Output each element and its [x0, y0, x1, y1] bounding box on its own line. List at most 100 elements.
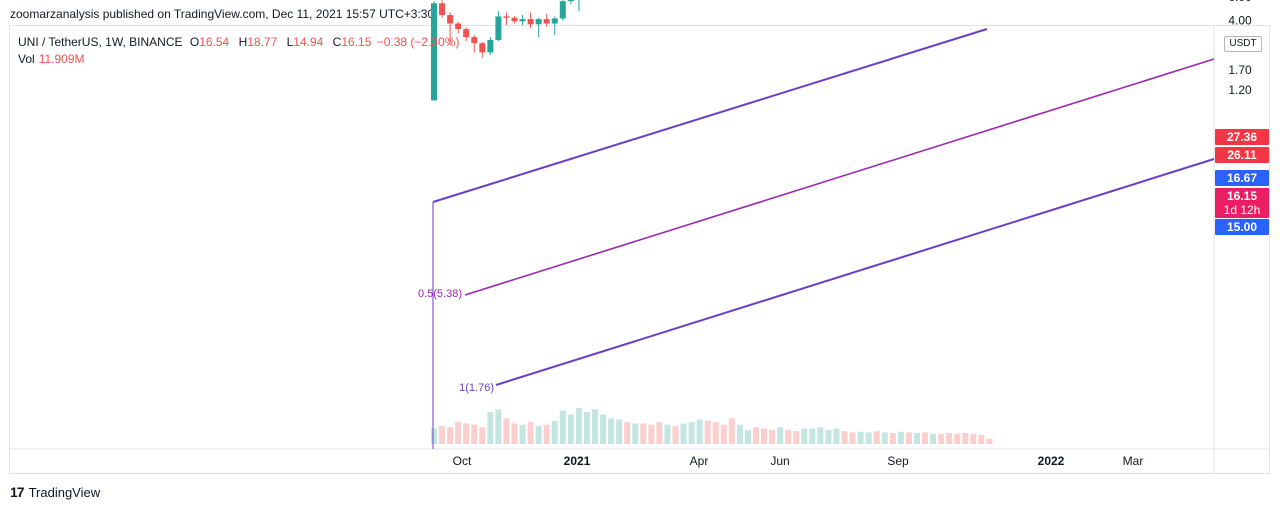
price-badge: [1215, 188, 1269, 218]
price-tick-label: 4.00: [1228, 14, 1252, 28]
channel-lower-line: [495, 158, 1215, 386]
candle-body: [471, 37, 478, 44]
volume-bar: [978, 435, 985, 444]
volume-bar: [914, 433, 920, 444]
volume-bar: [567, 414, 574, 444]
volume-bar: [479, 427, 486, 444]
candle-body: [551, 18, 558, 24]
channel-median-line: [464, 58, 1215, 296]
time-tick-label: 2021: [564, 454, 591, 468]
volume-bar: [712, 422, 719, 444]
volume-bar: [865, 432, 872, 444]
candle-body: [455, 23, 462, 30]
volume-bar: [704, 420, 711, 444]
price-badge-label: 26.11: [1227, 148, 1257, 162]
volume-bar: [664, 424, 671, 444]
volume-bar: [527, 422, 534, 444]
tradingview-logo-icon: 17: [10, 484, 25, 500]
legend-low-label: L: [286, 35, 294, 49]
publisher-line: zoomarzanalysis published on TradingView…: [10, 7, 435, 21]
legend-high: 18.77: [247, 35, 278, 49]
volume-bar: [905, 432, 912, 444]
volume-bar: [616, 419, 623, 444]
candle-body: [503, 16, 510, 18]
volume-bar: [511, 423, 518, 444]
volume-bar: [777, 427, 784, 444]
volume-bar: [986, 438, 993, 444]
volume-bar: [656, 422, 663, 444]
price-axis: 110.0070.0045.009.006.004.002.501.701.20: [10, 0, 1269, 474]
candle-body: [487, 40, 494, 53]
volume-bar: [535, 426, 542, 444]
volume-bar: [471, 424, 478, 444]
candle-body: [519, 19, 526, 22]
volume-bar: [930, 433, 937, 444]
volume-bar: [592, 409, 598, 444]
legend-close-label: C: [332, 35, 342, 49]
volume-bar: [841, 431, 848, 444]
volume-bar: [873, 431, 880, 444]
volume-bar: [744, 429, 751, 444]
volume-bar: [696, 419, 703, 444]
time-tick-label: Mar: [1123, 454, 1144, 468]
price-badge: [1215, 219, 1269, 235]
volume-bar: [455, 422, 462, 444]
candle-body: [439, 3, 446, 16]
volume-bar: [849, 432, 856, 444]
volume-bar: [431, 428, 437, 444]
price-badge: [1215, 170, 1269, 186]
candle-body: [431, 3, 437, 101]
candle-body: [511, 17, 518, 22]
volume-bar: [672, 426, 679, 444]
currency-label[interactable]: USDT: [1224, 36, 1262, 52]
price-tick-label: 1.70: [1228, 63, 1252, 77]
legend-vol: 11.909M: [38, 52, 85, 66]
price-tick-label: 1.20: [1228, 83, 1252, 97]
volume-bar: [648, 424, 655, 444]
volume-bar: [720, 424, 727, 444]
volume-bar: [922, 432, 929, 444]
volume-bar: [728, 418, 735, 444]
time-tick-label: Apr: [690, 454, 709, 468]
legend: UNI / TetherUS, 1W, BINANCE O16.54 H18.7…: [18, 34, 461, 68]
volume-bar: [970, 433, 977, 444]
price-badge-label: 15.00: [1227, 220, 1257, 234]
chart-frame: [9, 25, 1270, 474]
tradingview-brand[interactable]: 17 TradingView: [10, 484, 100, 500]
candles: [431, 0, 580, 101]
volume-bar: [640, 423, 647, 444]
volume-bar: [785, 429, 792, 444]
volume-bar: [543, 424, 550, 444]
volume-bar: [583, 411, 590, 444]
volume-bar: [575, 408, 582, 444]
candle-body: [527, 19, 534, 25]
volume-bar: [857, 431, 864, 444]
legend-change: −0.38 (−2.30%): [376, 35, 460, 49]
volume-bar: [503, 418, 510, 444]
legend-vol-label: Vol: [18, 52, 35, 66]
fib-level-label: 0.5(5.38): [418, 288, 462, 300]
volume-bar: [817, 427, 824, 444]
time-axis: Oct 2021 Apr Jun Sep 2022 Mar: [453, 454, 1144, 468]
volume-bar: [833, 428, 840, 444]
legend-open-label: O: [189, 35, 200, 49]
volume-bar: [889, 433, 896, 444]
candle-body: [479, 43, 486, 53]
volume-bar: [897, 431, 904, 444]
volume-bar: [793, 431, 800, 444]
volume-bar: [680, 423, 687, 444]
volume-bar: [962, 433, 969, 444]
legend-close: 16.15: [341, 35, 372, 49]
candle-body: [463, 29, 470, 38]
candle-body: [447, 15, 454, 24]
candle-body: [495, 16, 502, 41]
price-badge-label: 27.36: [1227, 130, 1257, 144]
candle-body: [567, 0, 574, 2]
volume-bar: [825, 429, 832, 444]
candle-body: [535, 19, 542, 25]
legend-low: 14.94: [293, 35, 324, 49]
volume-bar: [519, 424, 526, 444]
volume-bar: [608, 418, 615, 444]
volume-bar: [736, 424, 743, 444]
